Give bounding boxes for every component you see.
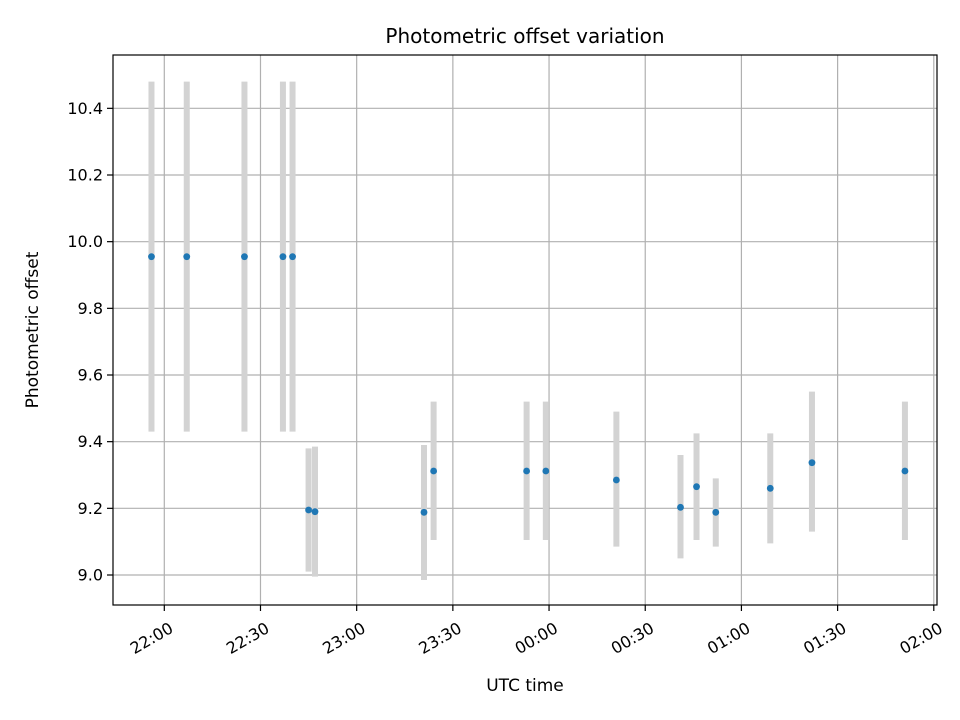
data-point bbox=[241, 253, 248, 261]
x-tick-label: 00:30 bbox=[608, 618, 657, 658]
x-tick-label: 01:00 bbox=[704, 618, 753, 658]
x-axis-label: UTC time bbox=[486, 676, 564, 696]
data-point bbox=[148, 253, 155, 261]
y-tick-label: 10.4 bbox=[67, 99, 103, 118]
x-tick-label: 02:00 bbox=[896, 618, 945, 658]
data-point bbox=[677, 503, 684, 511]
data-point bbox=[420, 508, 428, 516]
data-point bbox=[279, 253, 287, 261]
y-tick-label: 9.8 bbox=[78, 299, 103, 318]
y-tick-label: 9.6 bbox=[78, 366, 103, 385]
x-tick-label: 22:00 bbox=[127, 618, 176, 658]
chart-title: Photometric offset variation bbox=[385, 24, 664, 48]
data-point bbox=[901, 467, 909, 475]
data-point bbox=[808, 459, 816, 467]
y-tick-label: 10.0 bbox=[67, 232, 103, 251]
plot-frame bbox=[112, 54, 938, 606]
x-tick-label: 00:00 bbox=[512, 618, 561, 658]
data-point bbox=[542, 467, 550, 475]
x-tick-label: 22:30 bbox=[223, 618, 272, 658]
data-point bbox=[712, 508, 720, 516]
data-point bbox=[183, 253, 191, 261]
x-tick-label: 01:30 bbox=[800, 618, 849, 658]
y-tick-label: 9.2 bbox=[78, 499, 103, 518]
data-point bbox=[430, 467, 438, 475]
data-point bbox=[693, 483, 700, 491]
data-point bbox=[289, 253, 296, 261]
y-tick-label: 10.2 bbox=[67, 166, 103, 185]
data-point bbox=[523, 467, 531, 475]
x-tick-label: 23:00 bbox=[319, 618, 368, 658]
data-point bbox=[612, 476, 620, 484]
grid bbox=[113, 55, 937, 605]
data-points bbox=[148, 253, 909, 516]
y-axis-ticks: 9.0 9.2 9.4 9.6 9.8 10.0 10.2 10.4 bbox=[67, 99, 113, 585]
data-point bbox=[311, 508, 319, 516]
x-axis-ticks: 22:00 22:30 23:00 23:30 00:00 00:30 01:00 01:30… bbox=[127, 605, 946, 658]
y-axis-label: Photometric offset bbox=[23, 251, 43, 408]
y-tick-label: 9.0 bbox=[78, 566, 103, 585]
data-point bbox=[766, 484, 774, 492]
data-point bbox=[305, 506, 312, 514]
x-tick-label: 23:30 bbox=[415, 618, 464, 658]
y-tick-label: 9.4 bbox=[78, 432, 103, 451]
error-bars bbox=[148, 81, 908, 580]
